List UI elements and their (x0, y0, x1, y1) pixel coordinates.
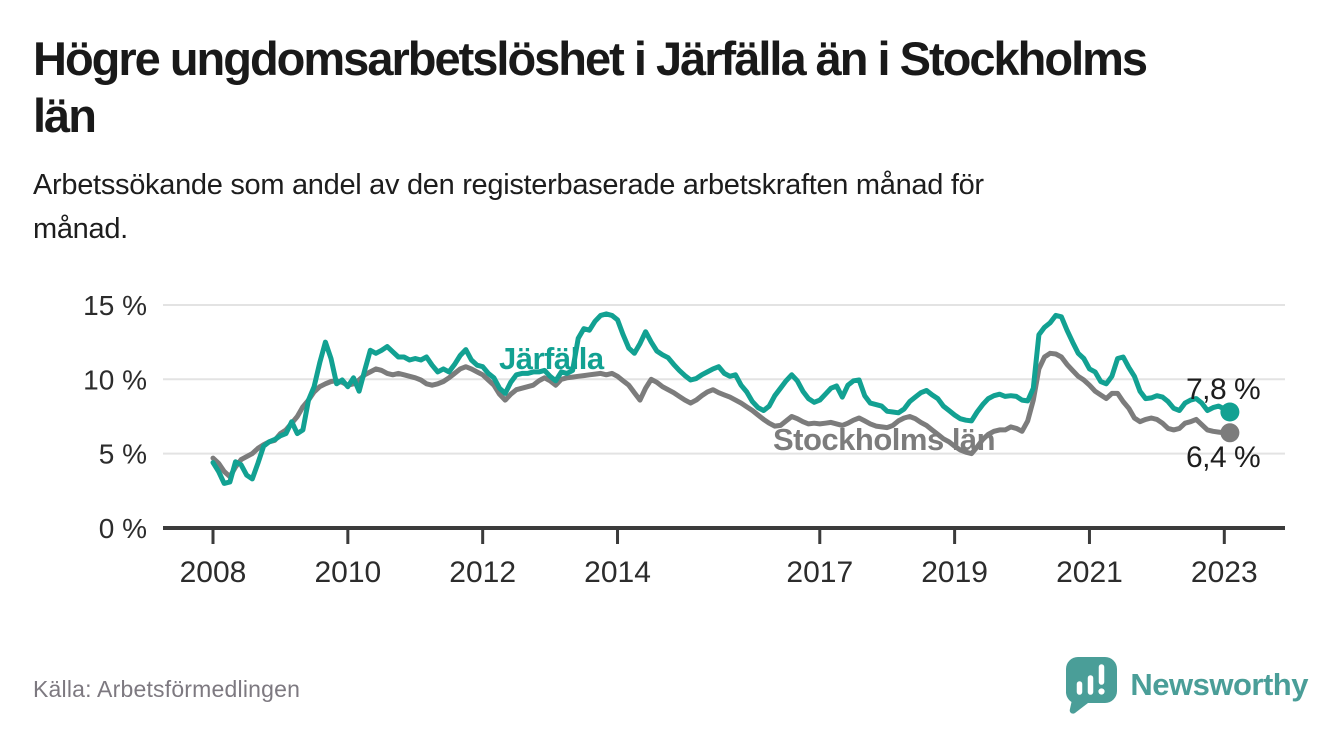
series-end-dot-stockholms-l-n (1220, 423, 1240, 443)
chart-subtitle-line-2: månad. (33, 213, 128, 245)
series-label-jarfalla: Järfälla (499, 341, 604, 376)
x-axis-label: 2014 (584, 556, 651, 589)
x-axis-label: 2021 (1056, 556, 1123, 589)
x-axis-label: 2010 (314, 556, 381, 589)
series-end-dot-j-rf-lla (1220, 402, 1240, 422)
x-axis-label: 2017 (786, 556, 853, 589)
chart-subtitle: Arbetssökande som andel av den registerb… (33, 163, 1233, 251)
y-axis-label: 0 % (99, 513, 147, 544)
series-line-stockholms-l-n (210, 350, 1233, 480)
page-title: Högre ungdomsarbetslöshet i Järfälla än … (33, 30, 1323, 144)
latest-value-jarfalla: 7,8 % (1186, 373, 1261, 406)
x-axis-label: 2019 (921, 556, 988, 589)
source-note: Källa: Arbetsförmedlingen (33, 676, 301, 702)
page-title-line-1: Högre ungdomsarbetslöshet i Järfälla än … (33, 32, 1148, 85)
newsworthy-logo: Newsworthy (1064, 655, 1308, 715)
mini-bar-chart-glyph (1077, 664, 1105, 695)
page-title-line-2: län (33, 89, 97, 142)
y-axis-label: 10 % (83, 364, 147, 395)
x-axis-label: 2023 (1191, 556, 1258, 589)
chart-subtitle-line-1: Arbetssökande som andel av den registerb… (33, 169, 984, 201)
x-axis-label: 2012 (449, 556, 516, 589)
speech-bubble-chart-icon (1066, 657, 1118, 714)
exclamation-dot (1098, 688, 1105, 695)
series-label-stockholms-lan: Stockholms län (773, 422, 996, 457)
y-axis-label: 15 % (83, 290, 147, 321)
series-line-j-rf-lla (210, 311, 1233, 486)
x-axis-label: 2008 (180, 556, 247, 589)
logo-wordmark: Newsworthy (1130, 667, 1308, 702)
y-axis-label: 5 % (99, 439, 147, 470)
latest-value-stockholms-lan: 6,4 % (1186, 441, 1261, 474)
